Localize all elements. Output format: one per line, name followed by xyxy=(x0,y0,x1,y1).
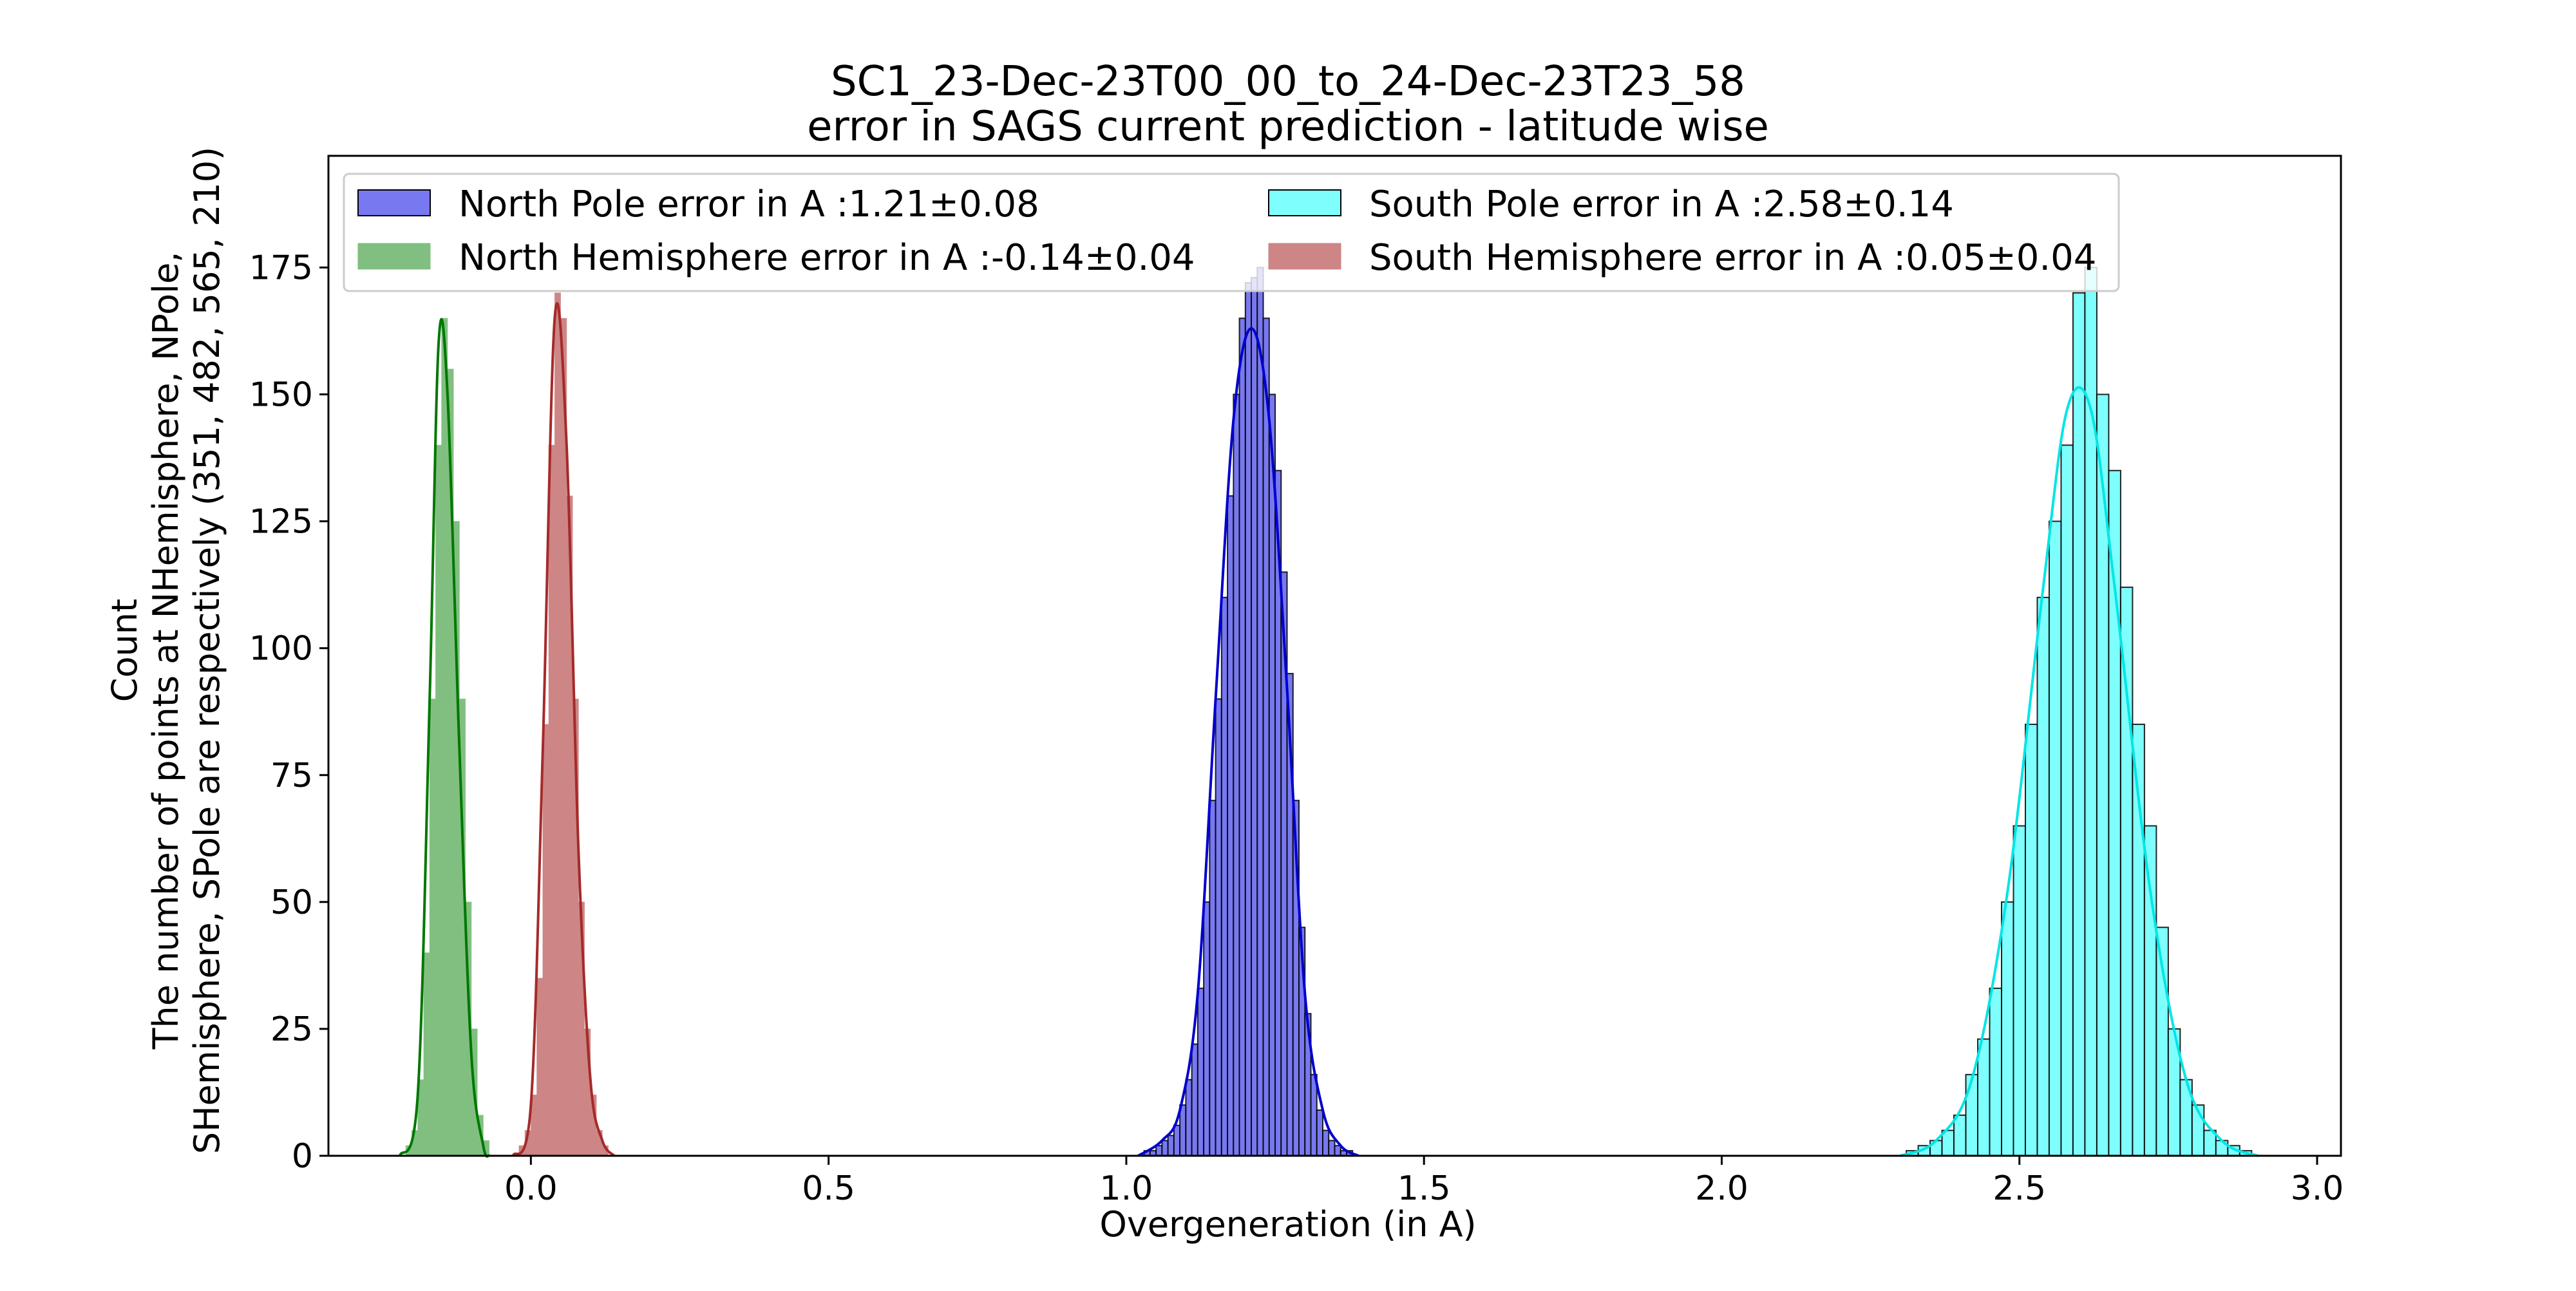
series-south-pole xyxy=(1906,267,2253,1157)
y-tick-label: 150 xyxy=(249,376,313,415)
bar-north-pole xyxy=(1262,317,1270,1157)
legend-swatch-south-hemisphere xyxy=(1268,243,1341,270)
bar-north-pole xyxy=(1161,1140,1169,1156)
x-tick-label: 1.0 xyxy=(1100,1169,1153,1208)
bar-south-pole xyxy=(1977,1038,1991,1157)
bar-south-pole xyxy=(2024,723,2038,1156)
x-axis-label: Overgeneration (in A) xyxy=(1099,1204,1476,1245)
bar-north-hemisphere xyxy=(429,699,436,1156)
bar-south-hemisphere xyxy=(542,724,549,1156)
y-tick-label: 25 xyxy=(270,1010,313,1049)
bar-south-pole xyxy=(2119,587,2134,1156)
y-tick-label: 100 xyxy=(249,630,313,668)
bar-south-pole xyxy=(2048,520,2062,1156)
bar-south-pole xyxy=(2072,292,2086,1157)
bar-north-pole xyxy=(1185,1079,1193,1156)
bar-south-pole xyxy=(1965,1073,1979,1157)
bar-south-pole xyxy=(2108,469,2121,1156)
legend-swatch-south-pole xyxy=(1268,189,1341,216)
y-tick-label: 75 xyxy=(270,757,313,795)
y-axis-label: Count The number of points at NHemispher… xyxy=(104,147,227,1154)
bar-north-pole xyxy=(1173,1124,1181,1157)
bar-south-hemisphere xyxy=(548,444,555,1156)
bar-south-pole xyxy=(2012,825,2026,1157)
x-tick-label: 0.0 xyxy=(504,1169,558,1208)
bar-north-pole xyxy=(1310,1073,1318,1157)
legend-swatch-north-pole xyxy=(357,189,431,216)
bar-north-pole xyxy=(1233,393,1240,1156)
bar-north-pole xyxy=(1256,267,1264,1156)
legend-label-south-hemisphere: South Hemisphere error in A :0.05±0.04 xyxy=(1369,237,2096,279)
bar-north-pole xyxy=(1209,800,1217,1156)
legend-frame xyxy=(343,173,2120,292)
bar-north-pole xyxy=(1197,987,1205,1156)
legend-label-north-pole: North Pole error in A :1.21±0.08 xyxy=(459,184,1039,225)
kde-line-north-pole xyxy=(1137,327,1359,1157)
y-axis-label-line-3: SHemisphere, SPole are respectively (351… xyxy=(187,147,227,1154)
legend-label-north-hemisphere: North Hemisphere error in A :-0.14±0.04 xyxy=(459,237,1195,279)
legend-swatch-north-hemisphere xyxy=(357,243,431,270)
y-tick-label: 50 xyxy=(270,883,313,922)
axes: 0.0 0.5 1.0 1.5 2.0 2.5 3.0 0 25 50 75 100 125 150 175 xyxy=(249,155,2344,1208)
y-axis-label-line-2: The number of points at NHemisphere, NPo… xyxy=(146,252,186,1050)
bar-south-pole xyxy=(2096,393,2110,1156)
bar-south-hemisphere xyxy=(536,977,544,1156)
bar-north-pole xyxy=(1238,317,1246,1157)
bar-north-pole xyxy=(1203,901,1211,1156)
x-tick-label: 2.0 xyxy=(1695,1169,1748,1208)
bar-north-pole xyxy=(1334,1145,1341,1157)
bar-south-pole xyxy=(2001,901,2014,1156)
plot-frame xyxy=(327,155,2342,1157)
bar-north-pole xyxy=(1244,282,1253,1157)
y-tick-label: 0 xyxy=(292,1137,313,1176)
bar-south-pole xyxy=(1953,1114,1967,1156)
bar-north-pole xyxy=(1251,277,1258,1156)
bar-north-pole xyxy=(1191,1043,1198,1156)
legend-item-north-pole: North Pole error in A :1.21±0.08 xyxy=(357,184,1039,225)
bar-south-pole xyxy=(2060,444,2074,1156)
bar-north-pole xyxy=(1322,1129,1330,1156)
series-north-pole xyxy=(1143,267,1354,1157)
bar-north-pole xyxy=(1179,1104,1187,1156)
bar-north-pole xyxy=(1328,1140,1336,1156)
histogram-bars xyxy=(405,267,2253,1157)
legend: North Pole error in A :1.21±0.08 South P… xyxy=(343,173,2120,292)
series-north-hemisphere xyxy=(405,317,490,1156)
kde-curves xyxy=(399,302,2259,1158)
bar-north-pole xyxy=(1220,596,1229,1156)
bar-north-pole xyxy=(1268,393,1276,1156)
legend-item-south-hemisphere: South Hemisphere error in A :0.05±0.04 xyxy=(1268,237,2096,279)
bar-south-pole xyxy=(2036,596,2050,1156)
chart-title-line-2: error in SAGS current prediction - latit… xyxy=(807,103,1769,151)
y-axis-label-line-1: Count xyxy=(104,599,145,702)
chart-title-line-1: SC1_23-Dec-23T00_00_to_24-Dec-23T23_58 xyxy=(831,58,1745,106)
legend-item-south-pole: South Pole error in A :2.58±0.14 xyxy=(1268,184,1954,225)
bar-north-pole xyxy=(1215,698,1222,1156)
kde-line-north-hemisphere xyxy=(399,317,491,1158)
bar-south-pole xyxy=(2084,267,2098,1156)
legend-label-south-pole: South Pole error in A :2.58±0.14 xyxy=(1369,184,1954,225)
x-tick-label: 0.5 xyxy=(802,1169,855,1208)
legend-item-north-hemisphere: North Hemisphere error in A :-0.14±0.04 xyxy=(357,237,1195,279)
bar-north-pole xyxy=(1316,1109,1324,1157)
x-tick-label: 3.0 xyxy=(2291,1169,2344,1208)
bar-south-pole xyxy=(2143,825,2157,1157)
x-tick-label: 1.5 xyxy=(1397,1169,1451,1208)
bar-south-pole xyxy=(1989,987,2003,1156)
bar-north-hemisphere xyxy=(423,952,430,1156)
bar-south-hemisphere xyxy=(554,292,562,1156)
bar-north-hemisphere xyxy=(435,444,442,1156)
bar-north-pole xyxy=(1155,1145,1163,1157)
y-tick-label: 175 xyxy=(249,249,313,287)
series-south-hemisphere xyxy=(518,292,609,1156)
bar-north-hemisphere xyxy=(441,317,448,1156)
kde-line-south-hemisphere xyxy=(511,302,616,1157)
y-tick-label: 125 xyxy=(249,503,313,542)
x-tick-label: 2.5 xyxy=(1993,1169,2046,1208)
bar-north-pole xyxy=(1167,1135,1175,1157)
kde-line-south-pole xyxy=(1900,386,2259,1157)
bar-north-pole xyxy=(1227,495,1235,1157)
